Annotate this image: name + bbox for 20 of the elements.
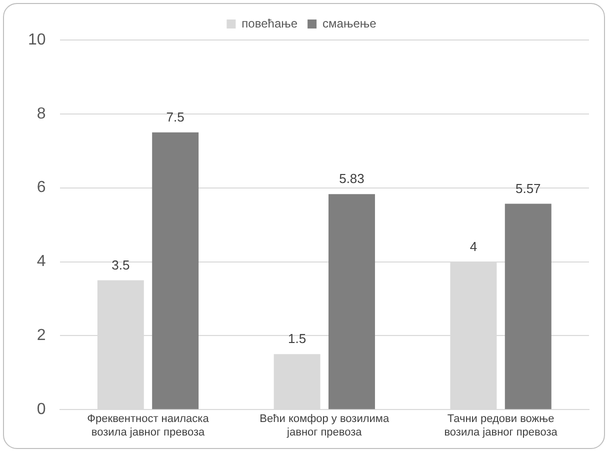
y-tick-label: 4 [36, 253, 46, 270]
legend-label: повећање [242, 16, 298, 30]
x-tick-label: Већи комфор у возилима јавног превоза [260, 413, 390, 438]
bar [504, 204, 552, 410]
legend-label: смањење [322, 16, 377, 30]
y-tick-label: 6 [36, 179, 46, 196]
y-tick-label: 2 [36, 327, 46, 344]
bar [328, 194, 375, 410]
data-label: 4 [470, 238, 478, 254]
y-tick-label: 0 [36, 401, 46, 418]
data-label: 3.5 [112, 257, 130, 272]
data-label: 7.5 [166, 109, 184, 124]
data-label: 5.83 [339, 171, 364, 186]
y-tick-label: 10 [28, 31, 46, 48]
x-tick-label: Фреквентност наиласка возила јавног превоза [87, 413, 210, 438]
data-label: 1.5 [288, 331, 306, 346]
bar [152, 132, 199, 410]
x-tick-label: Тачни редови вожње возила јавног превоза [444, 413, 558, 438]
y-tick-label: 8 [36, 105, 46, 122]
data-label: 5.57 [515, 180, 541, 196]
